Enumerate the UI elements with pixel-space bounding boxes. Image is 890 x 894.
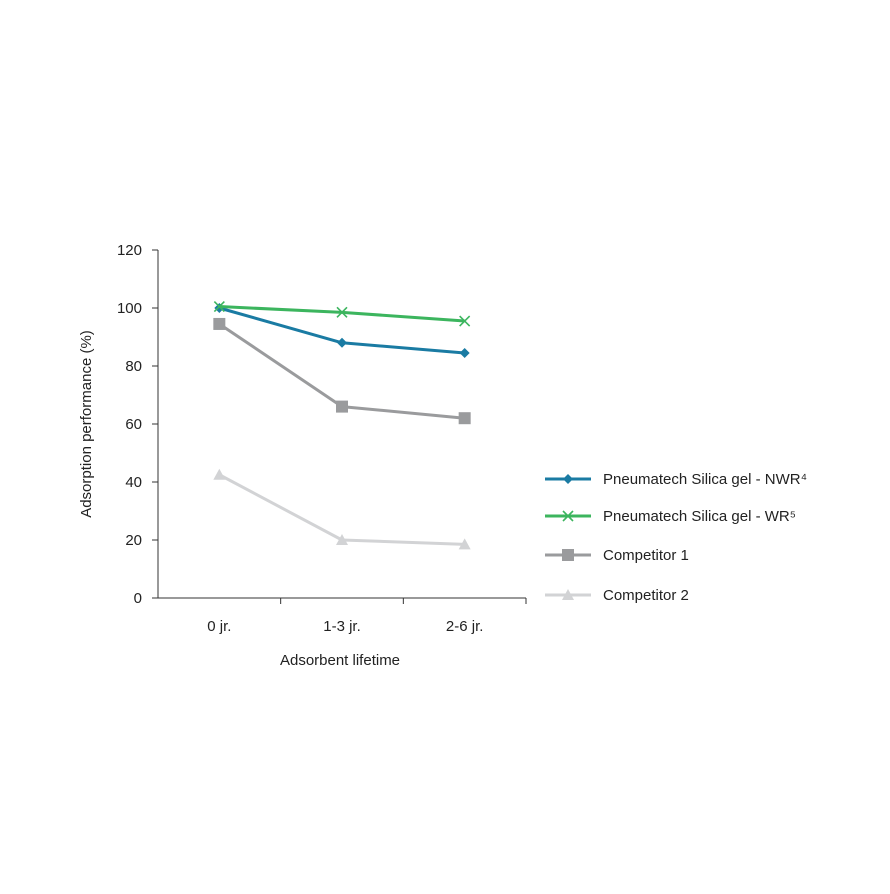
y-ticks: 0 20 40 60 80 100 120 (117, 242, 158, 607)
legend-item: Pneumatech Silica gel - WR⁵ (545, 508, 796, 525)
data-point (459, 347, 470, 358)
y-tick-label: 80 (125, 358, 142, 375)
x-axis-title: Adsorbent lifetime (280, 652, 400, 669)
legend: Pneumatech Silica gel - NWR⁴ Pneumatech S… (545, 471, 807, 604)
legend-swatch-marker (563, 474, 573, 484)
series-4 (213, 468, 471, 550)
legend-swatch-marker (562, 510, 574, 522)
legend-swatch-marker (562, 549, 574, 561)
legend-item: Competitor 2 (545, 587, 689, 604)
legend-label: Competitor 1 (603, 547, 689, 564)
legend-item: Competitor 1 (545, 547, 689, 564)
y-tick-label: 100 (117, 300, 142, 317)
data-point (458, 538, 471, 550)
y-tick-label: 60 (125, 416, 142, 433)
data-point (213, 300, 225, 313)
data-point (336, 534, 348, 545)
y-tick-label: 20 (125, 532, 142, 549)
x-tick-label: 2-6 jr. (446, 618, 484, 635)
series-line (218, 473, 465, 546)
data-point (458, 412, 471, 425)
series-2 (213, 300, 471, 327)
x-tick-label: 0 jr. (207, 618, 231, 635)
axes (157, 250, 526, 599)
y-tick-label: 0 (134, 590, 142, 607)
data-point (213, 317, 226, 330)
legend-label: Pneumatech Silica gel - NWR⁴ (603, 471, 807, 488)
legend-item: Pneumatech Silica gel - NWR⁴ (545, 471, 807, 488)
data-point (337, 337, 347, 348)
data-point (213, 468, 226, 480)
x-ticks: 0 jr. 1-3 jr. 2-6 jr. (207, 598, 527, 635)
series-layer (213, 300, 471, 550)
y-tick-label: 120 (117, 242, 142, 259)
data-point (336, 306, 348, 318)
legend-label: Competitor 2 (603, 587, 689, 604)
y-tick-label: 40 (125, 474, 142, 491)
data-point (336, 400, 348, 413)
series-3 (213, 317, 471, 425)
legend-label: Pneumatech Silica gel - WR⁵ (603, 508, 796, 525)
x-tick-label: 1-3 jr. (323, 618, 361, 635)
y-axis-title: Adsorption performance (%) (78, 330, 95, 518)
legend-swatch-marker (562, 589, 574, 600)
data-point (459, 315, 471, 327)
